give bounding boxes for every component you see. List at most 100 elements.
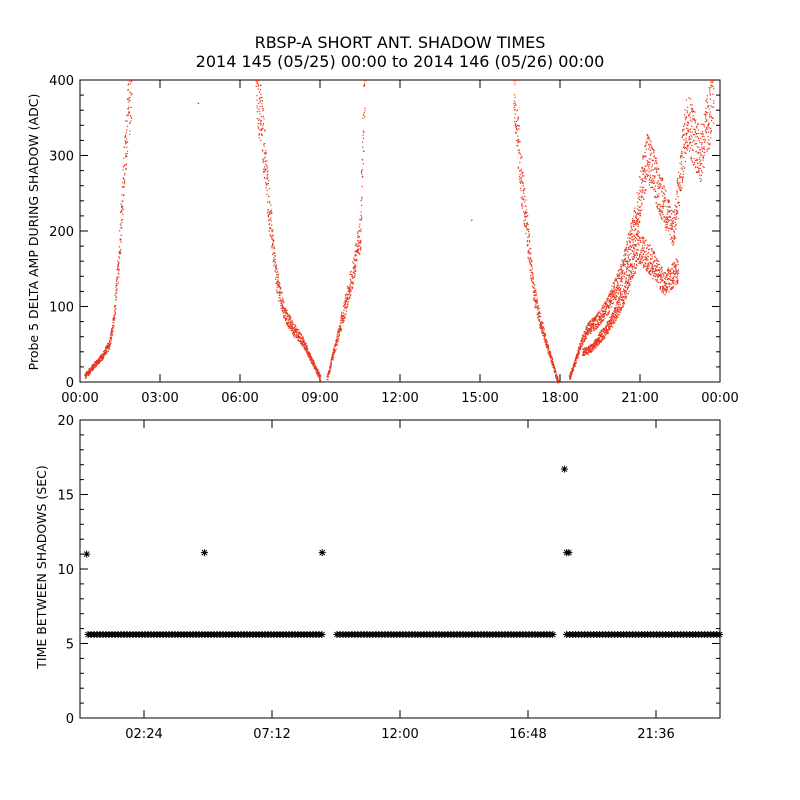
shadow-amp-point	[586, 351, 588, 353]
shadow-amp-point	[672, 286, 674, 288]
shadow-amp-point	[672, 286, 674, 288]
shadow-amp-point	[535, 302, 537, 304]
shadow-amp-point	[360, 200, 362, 202]
shadow-amp-point	[289, 318, 291, 320]
shadow-amp-point	[704, 138, 706, 140]
shadow-amp-point	[589, 329, 591, 331]
shadow-amp-point	[677, 271, 679, 273]
shadow-amp-point	[530, 247, 532, 249]
shadow-amp-point	[99, 358, 101, 360]
shadow-amp-point	[261, 96, 263, 99]
shadow-amp-point	[519, 170, 522, 172]
shadow-amp-point	[615, 295, 617, 297]
shadow-amp-point	[259, 105, 261, 107]
shadow-amp-point	[270, 210, 272, 212]
shadow-amp-point	[652, 270, 654, 272]
shadow-amp-point	[272, 242, 274, 245]
shadow-amp-point	[677, 272, 680, 274]
shadow-amp-point	[586, 325, 588, 327]
shadow-amp-point	[638, 213, 640, 215]
shadow-amp-point	[663, 216, 665, 218]
shadow-amp-point	[342, 315, 344, 318]
shadow-amp-point	[111, 336, 113, 338]
shadow-amp-point	[280, 307, 282, 309]
shadow-amp-point	[258, 118, 260, 120]
shadow-amp-point	[527, 236, 529, 238]
shadow-amp-point	[112, 326, 114, 328]
shadow-amp-point	[347, 296, 349, 298]
shadow-amp-point	[645, 148, 648, 150]
shadow-amp-point	[620, 280, 623, 282]
shadow-amp-point	[98, 359, 101, 361]
shadow-amp-point	[701, 144, 703, 146]
shadow-amp-point	[703, 146, 705, 148]
shadow-amp-point	[620, 293, 622, 295]
shadow-amp-point	[658, 183, 660, 185]
shadow-amp-point	[302, 343, 304, 346]
shadow-amp-point	[343, 309, 345, 311]
shadow-amp-point	[650, 180, 652, 182]
shadow-amp-point	[317, 375, 319, 377]
shadow-amp-point	[303, 342, 305, 344]
shadow-amp-point	[109, 337, 111, 339]
shadow-amp-point	[125, 141, 127, 143]
shadow-amp-point	[648, 171, 650, 173]
shadow-amp-point	[667, 227, 669, 229]
shadow-amp-point	[535, 300, 538, 302]
shadow-amp-point	[360, 211, 362, 213]
shadow-amp-point	[676, 191, 678, 193]
shadow-amp-point	[646, 133, 648, 136]
shadow-amp-point	[327, 376, 330, 378]
shadow-amp-point	[677, 182, 679, 184]
shadow-amp-point	[362, 146, 364, 148]
shadow-amp-point	[666, 276, 668, 278]
shadow-amp-point	[269, 234, 271, 236]
shadow-amp-point	[347, 298, 349, 300]
shadow-amp-point	[604, 327, 606, 330]
shadow-amp-point	[642, 156, 644, 158]
shadow-amp-point	[570, 376, 572, 378]
shadow-amp-point	[625, 297, 628, 299]
time-between-outlier-marker	[200, 549, 208, 557]
shadow-amp-point	[712, 86, 714, 88]
shadow-amp-point	[521, 181, 523, 183]
shadow-amp-point	[555, 373, 558, 375]
shadow-amp-point	[117, 265, 119, 267]
shadow-amp-point	[702, 157, 704, 159]
top-panel-xtick-label: 21:00	[621, 391, 658, 406]
shadow-amp-point	[361, 170, 363, 172]
shadow-amp-point	[618, 288, 620, 290]
shadow-amp-point	[128, 83, 130, 85]
shadow-amp-point	[271, 212, 273, 214]
shadow-amp-point	[637, 233, 639, 235]
shadow-amp-point	[602, 328, 604, 331]
shadow-amp-point	[655, 272, 657, 275]
shadow-amp-point	[586, 352, 588, 354]
shadow-amp-point	[572, 370, 574, 372]
shadow-amp-point	[681, 150, 683, 152]
shadow-amp-point	[595, 341, 597, 344]
shadow-amp-point	[91, 368, 93, 371]
shadow-amp-point	[304, 347, 306, 349]
shadow-amp-point	[105, 347, 107, 349]
shadow-amp-point	[592, 344, 594, 346]
shadow-amp-point	[129, 130, 131, 132]
shadow-amp-point	[690, 156, 692, 158]
shadow-amp-point	[652, 251, 654, 253]
shadow-amp-point	[610, 319, 612, 321]
shadow-amp-point	[639, 254, 641, 256]
shadow-amp-point	[261, 134, 263, 137]
shadow-amp-point	[360, 248, 362, 250]
shadow-amp-point	[265, 181, 267, 184]
shadow-amp-point	[706, 98, 708, 100]
shadow-amp-point	[585, 328, 587, 330]
shadow-amp-point	[275, 278, 277, 280]
shadow-amp-point	[265, 152, 267, 154]
shadow-amp-point	[289, 326, 292, 328]
shadow-amp-point	[646, 258, 648, 260]
shadow-amp-point	[315, 369, 317, 371]
shadow-amp-point	[674, 262, 676, 264]
shadow-amp-point	[628, 277, 630, 279]
shadow-amp-point	[677, 261, 679, 263]
shadow-amp-point	[664, 197, 666, 199]
